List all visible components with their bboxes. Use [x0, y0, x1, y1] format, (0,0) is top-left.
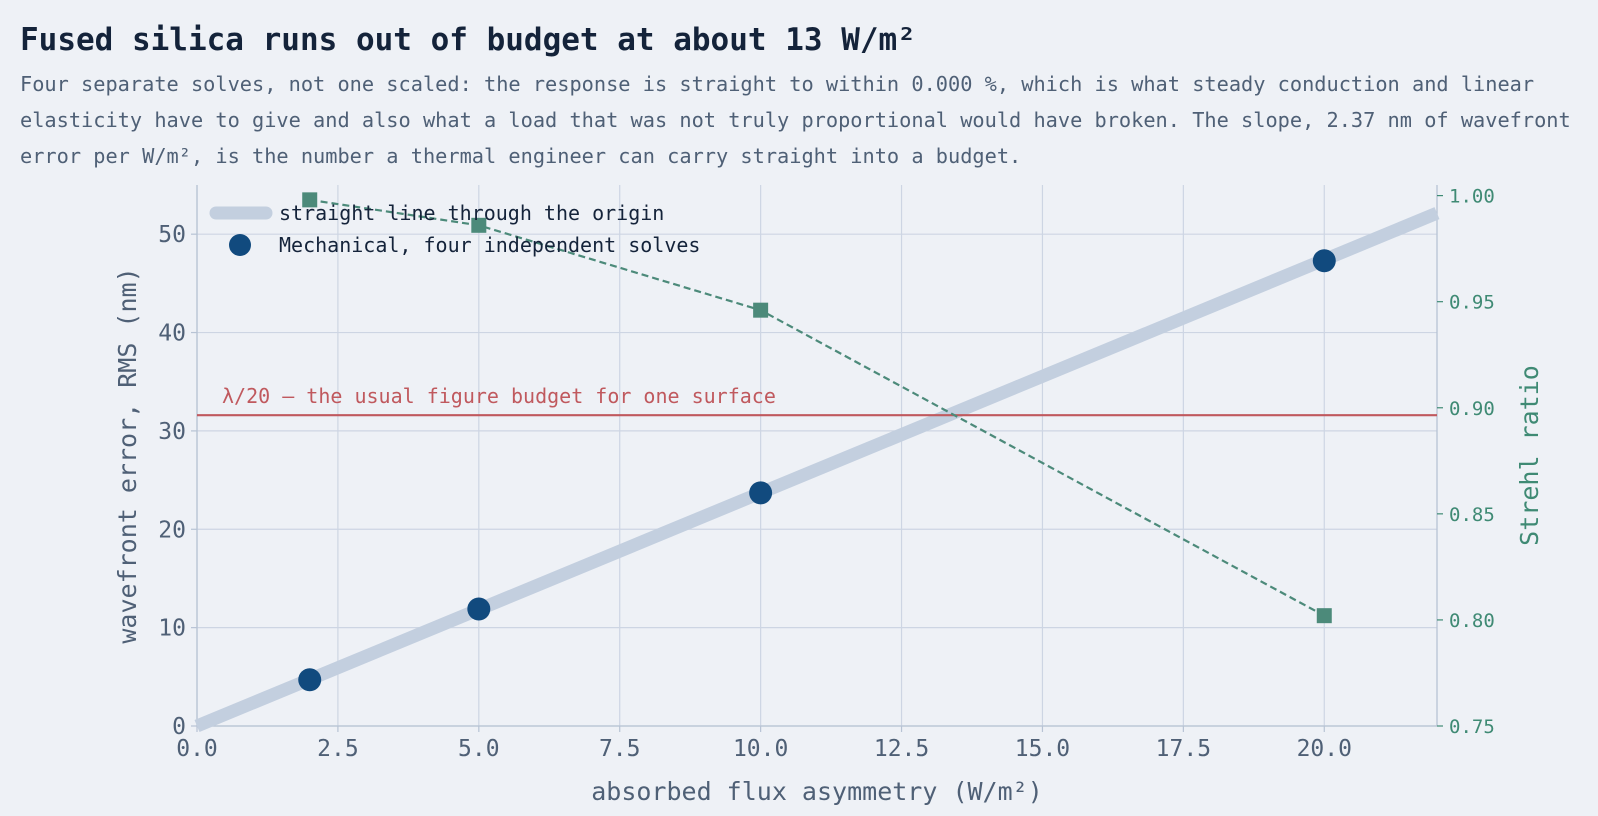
- budget-annotation-group: λ/20 — the usual figure budget for one s…: [197, 384, 1437, 417]
- mechanical-point: [749, 481, 773, 505]
- y2-tick-label: 0.80: [1449, 610, 1495, 632]
- y-tick-label: 10: [158, 616, 186, 642]
- mechanical-series-group: [298, 249, 1336, 692]
- budget-annotation: λ/20 — the usual figure budget for one s…: [222, 384, 776, 408]
- legend-swatch-mechanical: [229, 234, 251, 256]
- x-tick-label: 10.0: [733, 736, 788, 762]
- x-tick-label: 5.0: [458, 736, 500, 762]
- chart-legend: straight line through the origin Mechanic…: [209, 201, 700, 257]
- x-tick-label: 12.5: [874, 736, 929, 762]
- strehl-marker: [753, 302, 769, 318]
- mechanical-point: [298, 668, 322, 692]
- reference-line: [194, 207, 1440, 733]
- chart-axes: [191, 185, 1443, 732]
- y2-axis-label: Strehl ratio: [1515, 365, 1544, 546]
- y2-tick-label: 0.75: [1449, 716, 1495, 738]
- x-tick-label: 2.5: [317, 736, 359, 762]
- legend-label-reference: straight line through the origin: [279, 201, 664, 225]
- mechanical-point: [467, 597, 491, 621]
- x-tick-label: 20.0: [1297, 736, 1352, 762]
- y-tick-label: 0: [172, 714, 186, 740]
- x-tick-label: 15.0: [1015, 736, 1070, 762]
- x-tick-label: 17.5: [1156, 736, 1211, 762]
- y-axis-label: wavefront error, RMS (nm): [113, 267, 142, 643]
- strehl-marker: [302, 192, 318, 208]
- strehl-marker: [1316, 608, 1332, 624]
- y-tick-label: 50: [158, 222, 186, 248]
- y2-tick-label: 1.00: [1449, 186, 1495, 208]
- chart-title: Fused silica runs out of budget at about…: [20, 22, 916, 58]
- y-tick-label: 20: [158, 517, 186, 543]
- x-axis-label: absorbed flux asymmetry (W/m²): [591, 777, 1043, 806]
- y2-tick-label: 0.95: [1449, 292, 1495, 314]
- y-tick-label: 30: [158, 419, 186, 445]
- strehl-marker: [471, 217, 487, 233]
- x-tick-label: 7.5: [599, 736, 641, 762]
- x-tick-label: 0.0: [176, 736, 218, 762]
- chart-subtitle: Four separate solves, not one scaled: th…: [20, 72, 1571, 168]
- y-tick-label: 40: [158, 321, 186, 347]
- strehl-line: [309, 198, 1325, 617]
- mechanical-point: [1312, 249, 1336, 273]
- tick-labels: 0.0 2.5 5.0 7.5 10.0 12.5 15.0 17.5 20.0 0 10 20 30 4…: [158, 186, 1494, 762]
- y2-tick-label: 0.90: [1449, 398, 1495, 420]
- reference-line-group: [194, 207, 1440, 733]
- legend-label-mechanical: Mechanical, four independent solves: [279, 233, 700, 257]
- y2-tick-label: 0.85: [1449, 504, 1495, 526]
- axis-labels: absorbed flux asymmetry (W/m²) wavefront …: [113, 267, 1544, 806]
- strehl-series-group: [302, 192, 1332, 624]
